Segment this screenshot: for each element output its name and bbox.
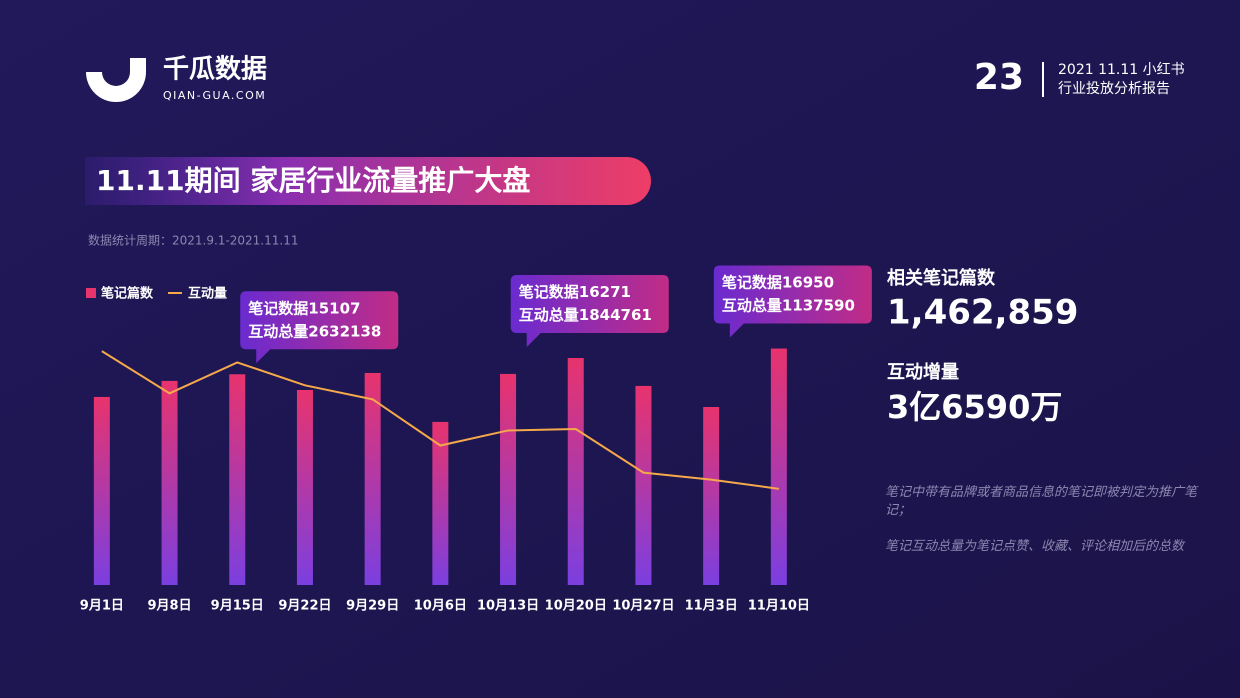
subtitle: 数据统计周期：2021.9.1-2021.11.11 xyxy=(88,233,298,248)
callout-text: 互动总量1844761 xyxy=(519,306,652,324)
x-tick-label: 10月13日 xyxy=(477,599,539,614)
stat-value: 1,462,859 xyxy=(887,293,1078,333)
logo-mark xyxy=(86,58,146,102)
x-tick-label: 9月29日 xyxy=(346,599,399,614)
x-tick-label: 10月20日 xyxy=(545,599,607,614)
callout-prefix: 互动总量 xyxy=(722,296,782,314)
stat-label: 相关笔记篇数 xyxy=(887,267,996,289)
bar xyxy=(567,358,584,585)
x-tick-label: 11月3日 xyxy=(685,599,738,614)
x-tick-label: 9月22日 xyxy=(278,599,331,614)
callout-text: 笔记数据16271 xyxy=(519,283,631,301)
legend-swatch xyxy=(86,288,96,298)
title: 11.11期间 家居行业流量推广大盘 xyxy=(96,164,530,197)
callout-text: 笔记数据16950 xyxy=(722,273,834,291)
bar xyxy=(703,406,720,585)
data-label: 16950 xyxy=(782,273,834,291)
callout-prefix: 笔记数据 xyxy=(519,283,579,301)
x-tick-label: 10月27日 xyxy=(612,599,674,614)
data-label: 1844761 xyxy=(579,306,652,324)
data-label: 1137590 xyxy=(782,296,855,314)
notes: 笔记中带有品牌或者商品信息的笔记即被判定为推广笔记； 笔记互动总量为笔记点赞、收… xyxy=(885,485,1198,554)
data-label: 2632138 xyxy=(308,322,381,340)
bar xyxy=(93,396,110,585)
callout-text: 互动总量2632138 xyxy=(248,322,381,340)
stat-value: 3亿6590万 xyxy=(887,388,1062,426)
callout-prefix: 笔记数据 xyxy=(722,273,782,291)
callout-text: 笔记数据15107 xyxy=(248,299,360,317)
bar xyxy=(500,373,517,585)
x-tick-label: 9月1日 xyxy=(80,599,124,614)
x-tick-label: 11月10日 xyxy=(748,599,810,614)
stat-label: 互动增量 xyxy=(887,361,959,383)
data-label: 15107 xyxy=(308,299,360,317)
bar xyxy=(296,389,313,585)
legend-label: 互动量 xyxy=(188,287,227,302)
x-tick-label: 9月15日 xyxy=(211,599,264,614)
bar xyxy=(229,374,246,585)
bar xyxy=(161,380,178,585)
page-number: 23 xyxy=(974,57,1024,98)
legend-label: 笔记篇数 xyxy=(101,286,154,302)
bar xyxy=(635,385,652,585)
logo-name: 千瓜数据 xyxy=(163,55,267,85)
bar xyxy=(770,348,787,585)
line xyxy=(101,350,779,490)
callout-prefix: 笔记数据 xyxy=(248,299,308,317)
bar xyxy=(432,421,449,585)
logo-url: QIAN-GUA.COM xyxy=(163,89,266,102)
chart: 笔记篇数 互动量 9月1日 9月8日 9月15日 9月22日 9月29日 10月6日 10月13… xyxy=(80,265,872,614)
callout-text: 互动总量1137590 xyxy=(722,296,855,314)
callout-prefix: 互动总量 xyxy=(248,322,308,340)
callout-box xyxy=(510,275,669,348)
callout-prefix: 互动总量 xyxy=(519,306,579,324)
data-label: 16271 xyxy=(579,283,631,301)
note: 笔记互动总量为笔记点赞、收藏、评论相加后的总数 xyxy=(885,539,1185,554)
title-banner xyxy=(85,157,651,205)
note: 笔记中带有品牌或者商品信息的笔记即被判定为推广笔记； xyxy=(885,485,1198,518)
report-line: 行业投放分析报告 xyxy=(1058,81,1170,97)
x-tick-label: 9月8日 xyxy=(148,599,192,614)
report-line: 2021 11.11 小红书 xyxy=(1058,62,1185,78)
x-tick-label: 10月6日 xyxy=(414,599,467,614)
bar xyxy=(364,372,381,585)
callout-box xyxy=(713,265,872,338)
callout-box xyxy=(240,291,399,364)
